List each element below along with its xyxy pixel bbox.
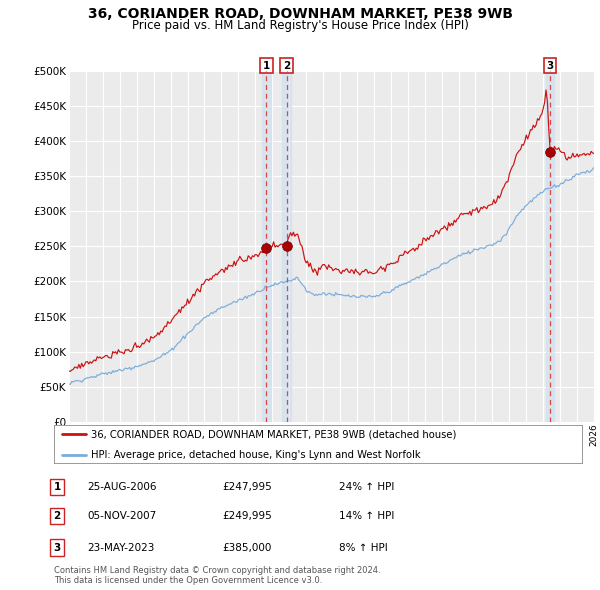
Text: 05-NOV-2007: 05-NOV-2007	[87, 512, 156, 521]
Text: £385,000: £385,000	[222, 543, 271, 552]
Text: 25-AUG-2006: 25-AUG-2006	[87, 482, 157, 491]
Text: 36, CORIANDER ROAD, DOWNHAM MARKET, PE38 9WB: 36, CORIANDER ROAD, DOWNHAM MARKET, PE38…	[88, 7, 512, 21]
Text: 1: 1	[263, 61, 270, 71]
Bar	[262, 71, 271, 422]
Text: Price paid vs. HM Land Registry's House Price Index (HPI): Price paid vs. HM Land Registry's House …	[131, 19, 469, 32]
Text: 8% ↑ HPI: 8% ↑ HPI	[339, 543, 388, 552]
Text: 14% ↑ HPI: 14% ↑ HPI	[339, 512, 394, 521]
Text: 1: 1	[53, 482, 61, 491]
Text: Contains HM Land Registry data © Crown copyright and database right 2024.
This d: Contains HM Land Registry data © Crown c…	[54, 566, 380, 585]
Bar	[283, 71, 291, 422]
Text: 2: 2	[53, 512, 61, 521]
Text: £249,995: £249,995	[222, 512, 272, 521]
Text: 3: 3	[53, 543, 61, 552]
Text: HPI: Average price, detached house, King's Lynn and West Norfolk: HPI: Average price, detached house, King…	[91, 450, 421, 460]
Text: £247,995: £247,995	[222, 482, 272, 491]
Text: 36, CORIANDER ROAD, DOWNHAM MARKET, PE38 9WB (detached house): 36, CORIANDER ROAD, DOWNHAM MARKET, PE38…	[91, 430, 457, 440]
Text: 3: 3	[546, 61, 553, 71]
Text: 23-MAY-2023: 23-MAY-2023	[87, 543, 154, 552]
Bar	[545, 71, 554, 422]
Text: 24% ↑ HPI: 24% ↑ HPI	[339, 482, 394, 491]
Text: 2: 2	[283, 61, 290, 71]
